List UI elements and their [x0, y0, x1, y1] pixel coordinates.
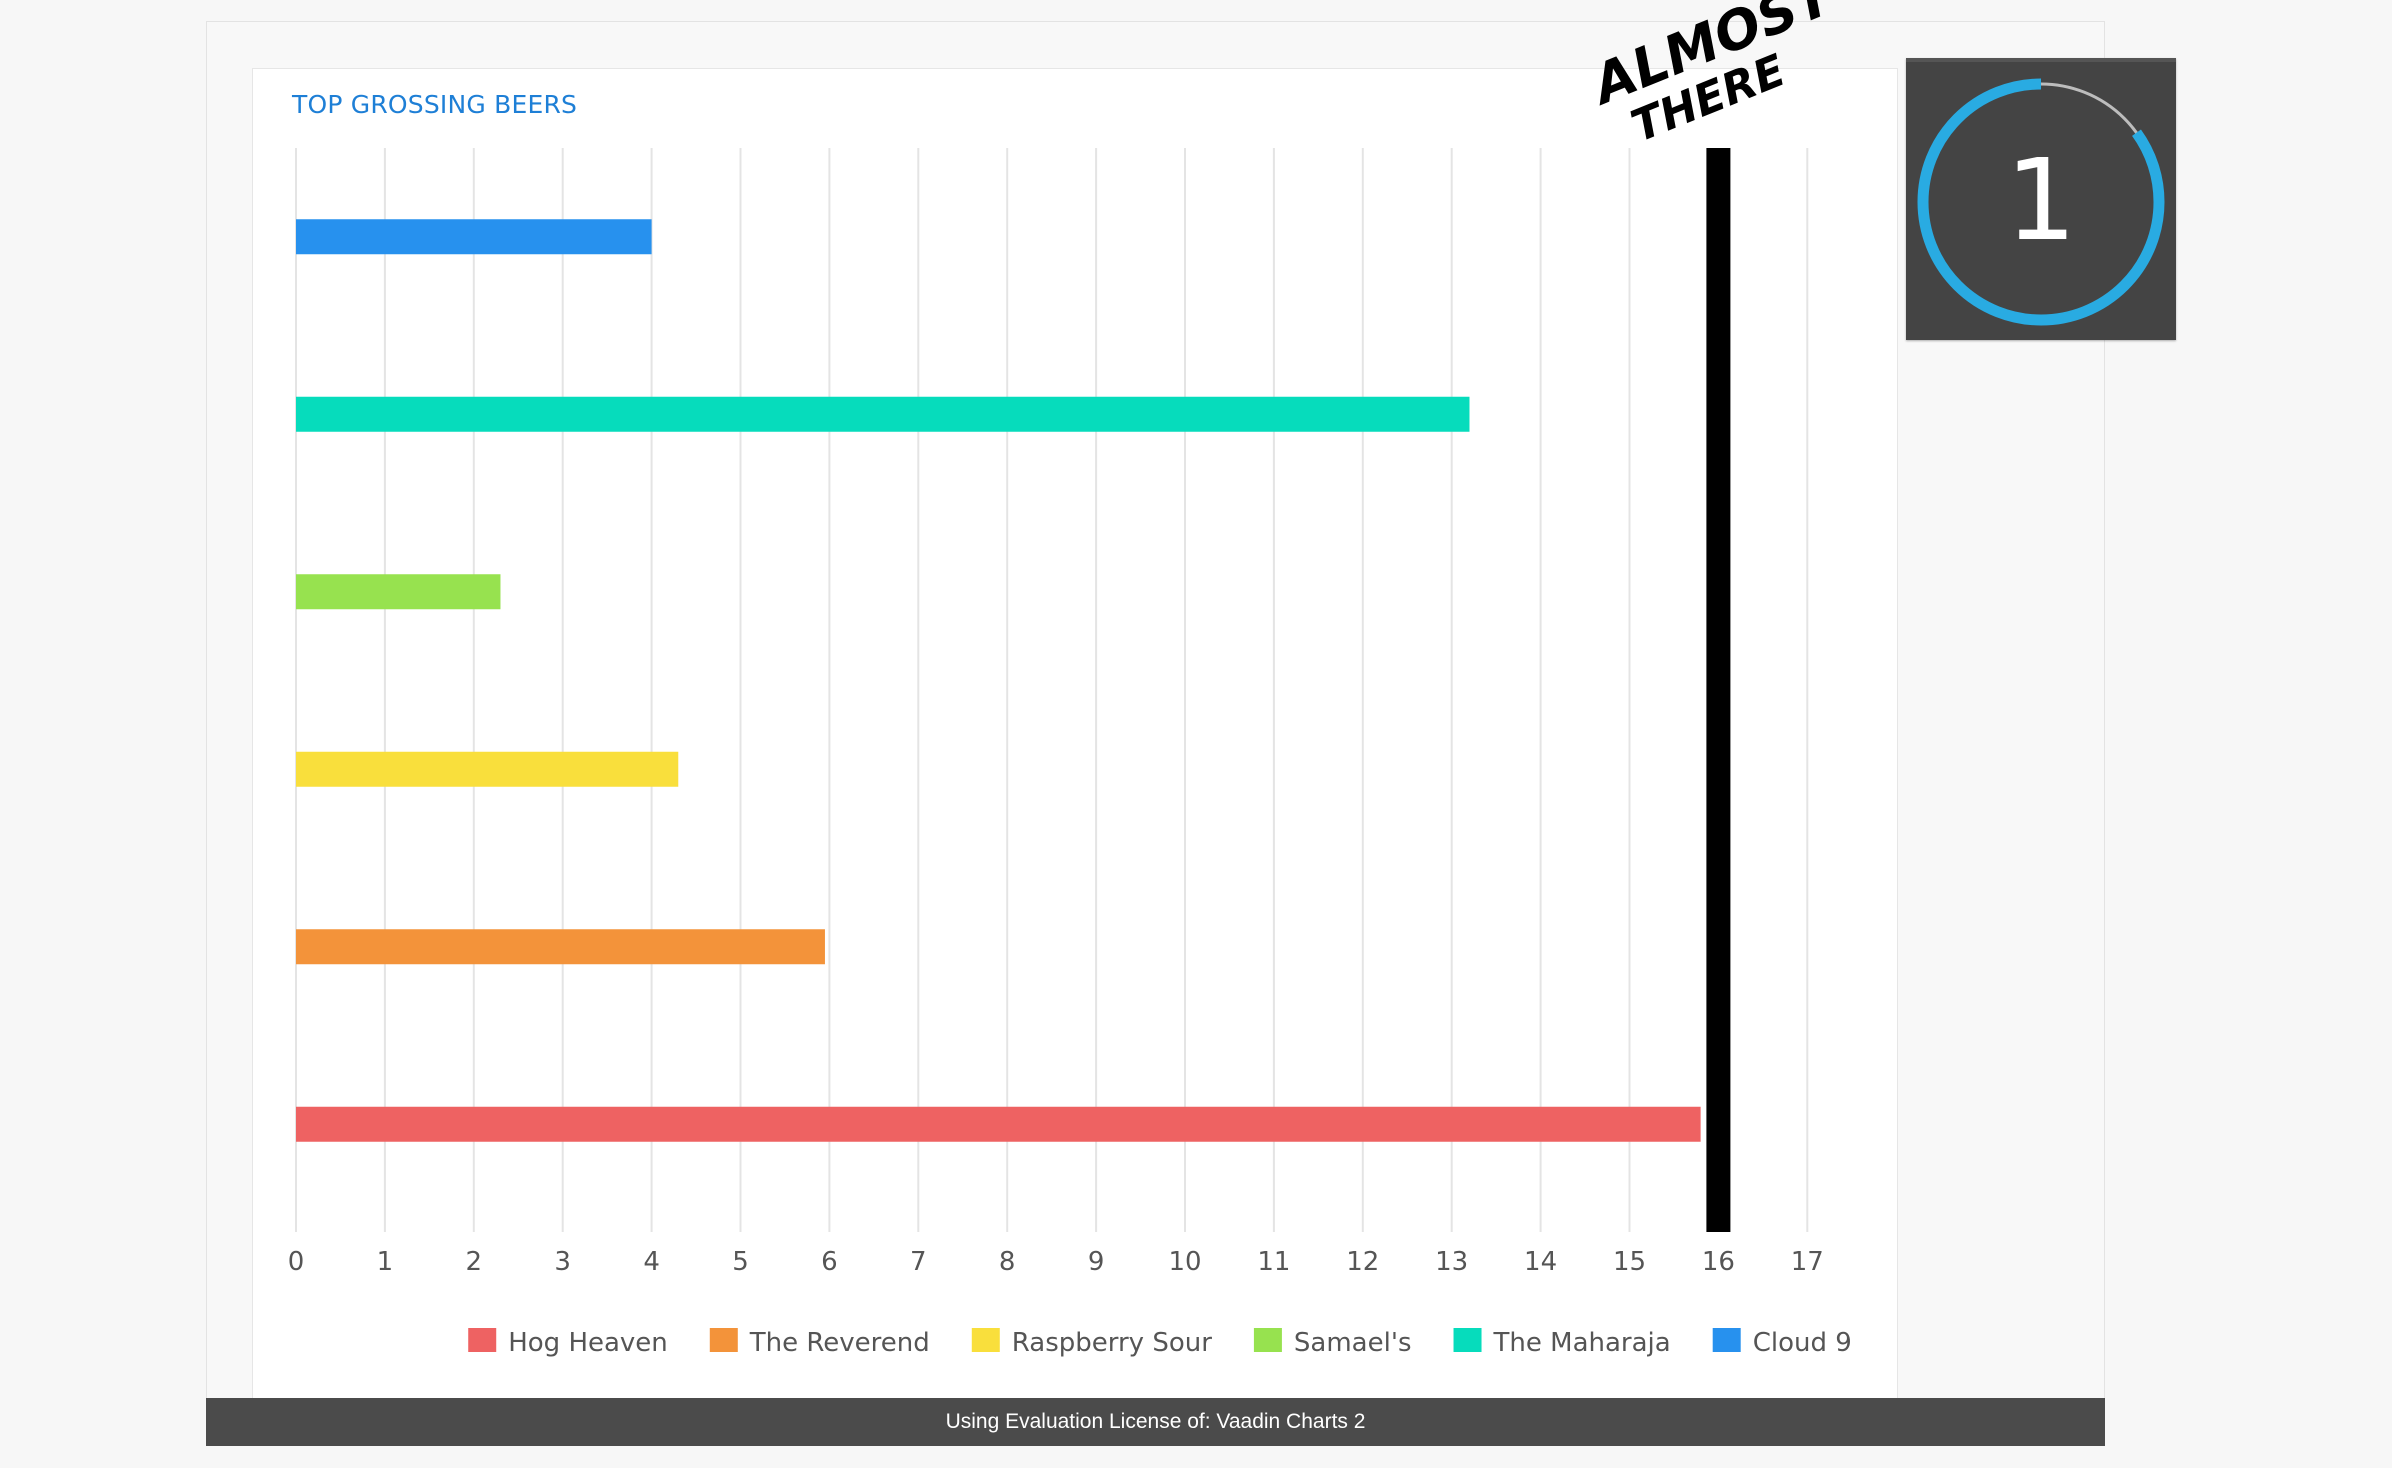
legend-item: Cloud 9 [1712, 1328, 1852, 1358]
x-tick-label: 0 [288, 1247, 305, 1277]
x-tick-label: 13 [1435, 1247, 1468, 1277]
badge-progress-ring [1917, 78, 2165, 326]
x-axis-ticks: 0 1 2 3 4 5 6 7 8 9 10 11 12 13 14 15 16 17 [288, 1247, 1824, 1277]
x-tick-label: 15 [1613, 1247, 1646, 1277]
x-tick-label: 5 [732, 1247, 749, 1277]
target-line [1706, 148, 1731, 1232]
x-tick-label: 2 [466, 1247, 483, 1277]
bars [296, 219, 1701, 1142]
legend-swatch [1253, 1328, 1282, 1352]
legend-item: Samael's [1253, 1328, 1412, 1358]
chart-title: TOP GROSSING BEERS [292, 90, 578, 119]
legend-label: Hog Heaven [508, 1328, 668, 1358]
x-tick-label: 9 [1088, 1247, 1105, 1277]
bar [296, 574, 501, 610]
legend-item: Hog Heaven [468, 1328, 668, 1358]
x-tick-label: 6 [821, 1247, 838, 1277]
bar [296, 1106, 1701, 1142]
legend-swatch [1712, 1328, 1741, 1352]
grid-lines [295, 148, 1809, 1232]
target-line-bar [1706, 148, 1731, 1232]
legend-item: The Reverend [709, 1328, 930, 1358]
x-tick-label: 7 [910, 1247, 927, 1277]
x-tick-label: 12 [1346, 1247, 1379, 1277]
legend-label: Raspberry Sour [1012, 1328, 1212, 1358]
x-tick-label: 10 [1168, 1247, 1201, 1277]
legend-label: Cloud 9 [1753, 1328, 1852, 1358]
legend-label: The Reverend [749, 1328, 930, 1358]
bar [296, 219, 652, 255]
x-tick-label: 4 [643, 1247, 660, 1277]
bar [296, 751, 679, 787]
x-tick-label: 16 [1702, 1247, 1735, 1277]
x-tick-label: 3 [554, 1247, 571, 1277]
legend-item: Raspberry Sour [971, 1328, 1212, 1358]
license-bar: Using Evaluation License of: Vaadin Char… [206, 1398, 2105, 1446]
rank-badge: 1 [1906, 58, 2176, 340]
bar [296, 929, 825, 965]
legend-item: The Maharaja [1453, 1328, 1671, 1358]
chart-card [252, 68, 1898, 1398]
bar [296, 396, 1470, 432]
x-tick-label: 14 [1524, 1247, 1557, 1277]
legend-swatch [468, 1328, 497, 1352]
legend-label: The Maharaja [1493, 1328, 1671, 1358]
x-tick-label: 17 [1791, 1247, 1824, 1277]
legend: Hog Heaven The Reverend Raspberry Sour Sama… [468, 1328, 1852, 1358]
x-tick-label: 11 [1257, 1247, 1290, 1277]
legend-swatch [709, 1328, 738, 1352]
legend-label: Samael's [1294, 1328, 1412, 1358]
legend-swatch [971, 1328, 1000, 1352]
x-tick-label: 8 [999, 1247, 1016, 1277]
license-text: Using Evaluation License of: Vaadin Char… [945, 1410, 1366, 1433]
legend-swatch [1453, 1328, 1482, 1352]
badge-number: 1 [2005, 136, 2077, 266]
x-tick-label: 1 [377, 1247, 394, 1277]
